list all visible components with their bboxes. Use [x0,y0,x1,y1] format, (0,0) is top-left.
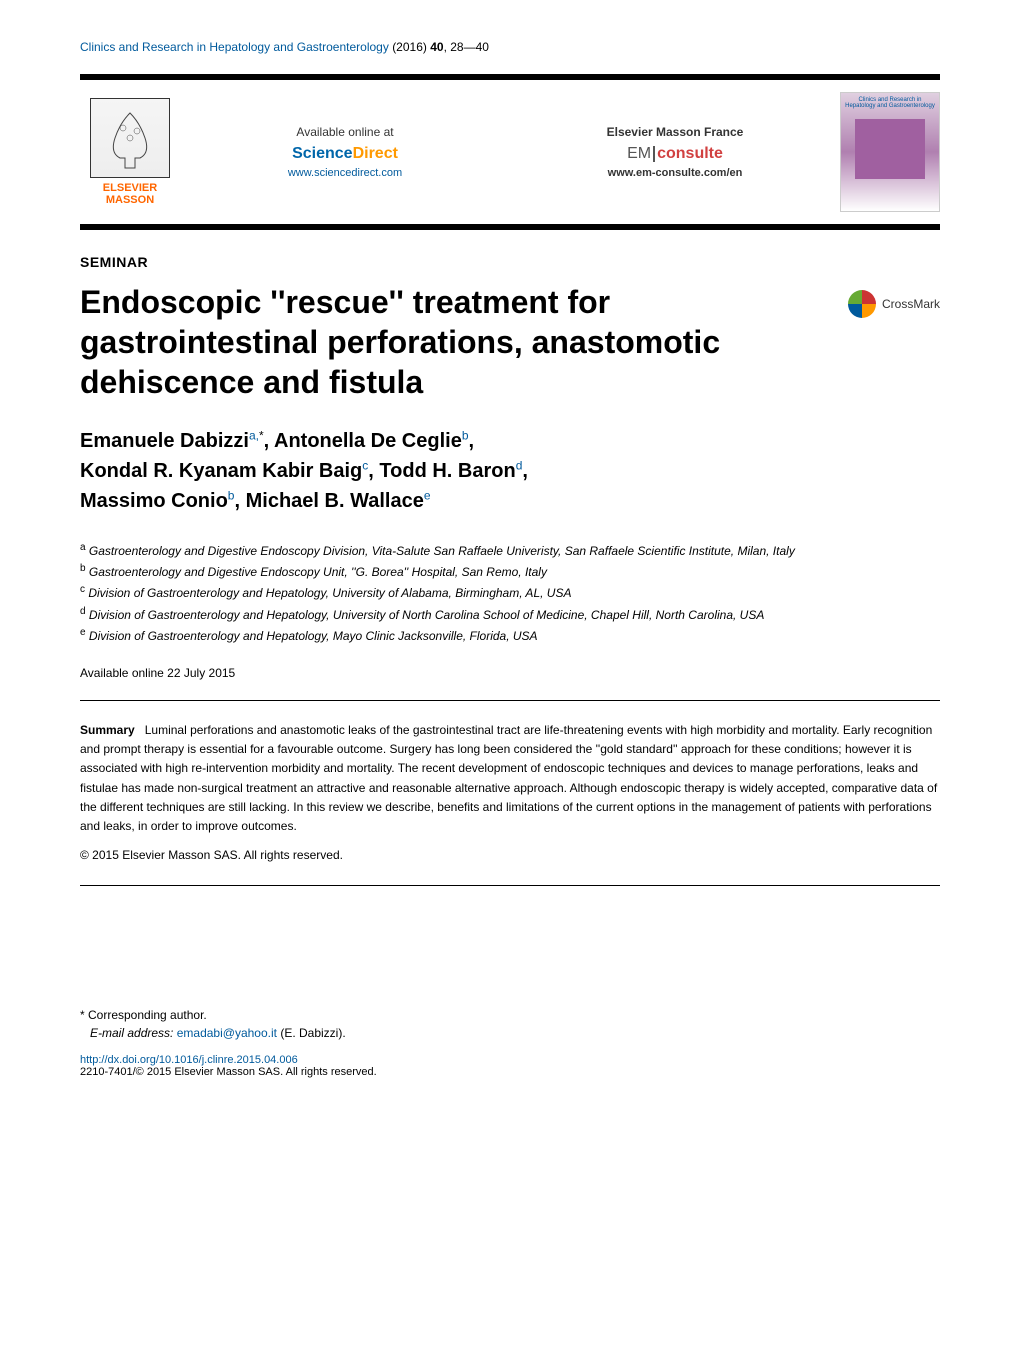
sciencedirect-logo[interactable]: ScienceDirect [200,145,490,163]
doi-line: http://dx.doi.org/10.1016/j.clinre.2015.… [80,1054,940,1066]
journal-volume: 40 [430,40,443,54]
author-2-affil: b [462,428,469,442]
abstract-body: Luminal perforations and anastomotic lea… [80,723,937,833]
corresponding-label: * Corresponding author. [80,1006,940,1024]
author-4: Todd H. Baron [379,460,515,482]
journal-name: Clinics and Research in Hepatology and G… [80,40,389,54]
author-5-affil: b [228,488,235,502]
affiliation-b: b Gastroenterology and Digestive Endosco… [80,561,940,582]
emconsulte-col: Elsevier Masson France EM consulte www.em… [530,125,820,179]
email-address[interactable]: emadabi@yahoo.it [177,1026,277,1040]
author-1: Emanuele Dabizzi [80,430,249,452]
article-type-label: SEMINAR [80,254,940,270]
email-line: E-mail address: emadabi@yahoo.it (E. Dab… [80,1024,940,1042]
abstract-box: Summary Luminal perforations and anastom… [80,700,940,886]
elsevier-france-label: Elsevier Masson France [530,125,820,139]
divider-icon [653,146,655,162]
abstract-text: Summary Luminal perforations and anastom… [80,721,940,836]
title-row: Endoscopic ''rescue'' treatment for gast… [80,282,940,402]
journal-reference: Clinics and Research in Hepatology and G… [80,40,940,54]
emconsulte-url[interactable]: www.em-consulte.com/en [530,167,820,179]
affiliation-a: a Gastroenterology and Digestive Endosco… [80,540,940,561]
header-center: Available online at ScienceDirect www.sc… [200,125,820,179]
sciencedirect-col: Available online at ScienceDirect www.sc… [200,125,490,179]
author-1-affil: a, [249,428,259,442]
consulte-text: consulte [657,145,723,162]
journal-pages: 28—40 [450,40,489,54]
article-title: Endoscopic ''rescue'' treatment for gast… [80,282,818,402]
elsevier-tree-icon [90,98,170,178]
author-2: Antonella De Ceglie [274,430,462,452]
email-author-name: (E. Dabizzi). [280,1026,345,1040]
journal-year: (2016) [392,40,427,54]
author-3-affil: c [362,458,368,472]
cover-image-placeholder [855,119,925,179]
author-3: Kondal R. Kyanam Kabir Baig [80,460,362,482]
corresponding-author-block: * Corresponding author. E-mail address: … [80,1006,940,1042]
available-online-date: Available online 22 July 2015 [80,666,940,680]
sd-science-text: Science [292,145,352,162]
author-5: Massimo Conio [80,490,228,512]
sciencedirect-url[interactable]: www.sciencedirect.com [200,167,490,179]
header-box: ELSEVIER MASSON Available online at Scie… [80,74,940,230]
email-label: E-mail address: [90,1026,173,1040]
author-1-corr: * [259,428,264,442]
available-online-label: Available online at [200,125,490,139]
em-text: EM [627,145,651,162]
crossmark-badge[interactable]: CrossMark [848,290,940,318]
affiliations-block: a Gastroenterology and Digestive Endosco… [80,540,940,646]
crossmark-label: CrossMark [882,297,940,311]
author-6-affil: e [424,488,431,502]
issn-copyright-line: 2210-7401/© 2015 Elsevier Masson SAS. Al… [80,1066,940,1078]
cover-title-text: Clinics and Research in Hepatology and G… [845,97,935,109]
crossmark-icon [848,290,876,318]
elsevier-brand-text: ELSEVIER MASSON [103,182,157,206]
authors-block: Emanuele Dabizzia,*, Antonella De Ceglie… [80,426,940,516]
affiliation-e: e Division of Gastroenterology and Hepat… [80,625,940,646]
abstract-copyright: © 2015 Elsevier Masson SAS. All rights r… [80,846,940,865]
sd-direct-text: Direct [353,145,398,162]
affiliation-d: d Division of Gastroenterology and Hepat… [80,604,940,625]
emconsulte-logo[interactable]: EM consulte [530,145,820,163]
summary-label: Summary [80,723,135,737]
elsevier-logo: ELSEVIER MASSON [80,92,180,212]
author-4-affil: d [516,458,523,472]
affiliation-c: c Division of Gastroenterology and Hepat… [80,582,940,603]
doi-link[interactable]: http://dx.doi.org/10.1016/j.clinre.2015.… [80,1054,298,1066]
journal-cover-thumbnail: Clinics and Research in Hepatology and G… [840,92,940,212]
author-6: Michael B. Wallace [246,490,424,512]
